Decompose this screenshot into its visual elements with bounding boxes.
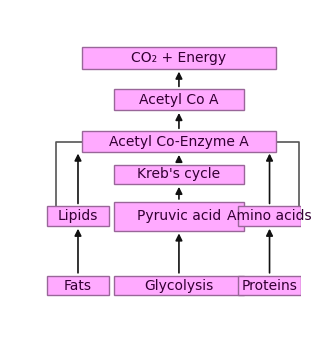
FancyBboxPatch shape xyxy=(114,276,244,295)
Text: Amino acids: Amino acids xyxy=(227,209,312,223)
Text: Acetyl Co A: Acetyl Co A xyxy=(139,93,219,107)
FancyBboxPatch shape xyxy=(238,206,301,226)
FancyBboxPatch shape xyxy=(82,131,276,152)
FancyBboxPatch shape xyxy=(114,202,244,231)
FancyBboxPatch shape xyxy=(114,165,244,184)
FancyBboxPatch shape xyxy=(47,276,109,295)
Text: Acetyl Co-Enzyme A: Acetyl Co-Enzyme A xyxy=(109,135,249,149)
Text: Proteins: Proteins xyxy=(241,278,298,293)
Text: Fats: Fats xyxy=(64,278,92,293)
FancyBboxPatch shape xyxy=(82,47,276,69)
Text: Lipids: Lipids xyxy=(58,209,98,223)
Text: Pyruvic acid: Pyruvic acid xyxy=(137,209,221,223)
FancyBboxPatch shape xyxy=(47,206,109,226)
FancyBboxPatch shape xyxy=(238,276,301,295)
Text: Glycolysis: Glycolysis xyxy=(144,278,213,293)
FancyBboxPatch shape xyxy=(114,89,244,110)
Text: Kreb's cycle: Kreb's cycle xyxy=(137,167,220,181)
Text: CO₂ + Energy: CO₂ + Energy xyxy=(131,51,226,65)
